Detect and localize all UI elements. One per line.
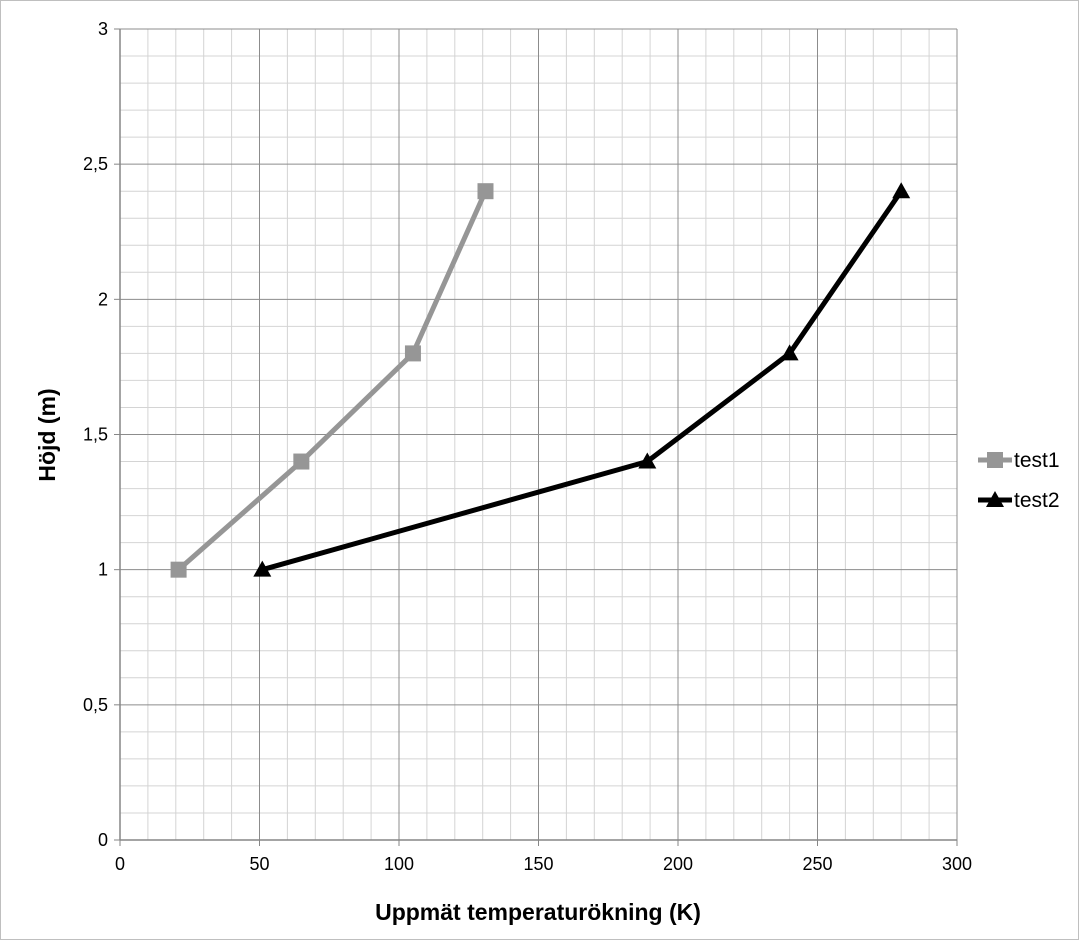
legend-swatch-marker <box>987 452 1003 468</box>
x-axis-title: Uppmät temperaturökning (K) <box>375 899 701 925</box>
y-tick-label: 0 <box>98 830 108 850</box>
x-tick-label: 250 <box>802 854 832 874</box>
data-point-test1 <box>477 183 494 200</box>
legend-item-test2: test2 <box>978 489 1060 512</box>
y-axis-title: Höjd (m) <box>34 388 60 481</box>
y-axis-tick-labels: 0 0,5 1 1,5 2 2,5 3 <box>83 19 108 850</box>
legend: test1 test2 <box>978 449 1060 512</box>
series-layer <box>170 182 911 578</box>
x-tick-label: 50 <box>249 854 269 874</box>
y-tick-label: 2,5 <box>83 154 108 174</box>
y-tick-label: 2 <box>98 289 108 309</box>
data-point-test2 <box>780 344 799 361</box>
x-axis-tick-labels: 0 50 100 150 200 250 300 <box>115 854 972 874</box>
data-point-test2 <box>892 182 911 199</box>
y-tick-label: 0,5 <box>83 695 108 715</box>
legend-swatch-marker <box>986 491 1004 507</box>
legend-label: test1 <box>1014 449 1060 472</box>
data-point-test1 <box>170 561 187 578</box>
series-test2 <box>253 182 911 577</box>
data-point-test2 <box>253 560 272 577</box>
major-gridlines <box>120 28 958 840</box>
y-tick-label: 1 <box>98 560 108 580</box>
y-tick-label: 3 <box>98 19 108 39</box>
x-tick-label: 0 <box>115 854 125 874</box>
x-tick-label: 150 <box>523 854 553 874</box>
x-tick-label: 200 <box>663 854 693 874</box>
legend-item-test1: test1 <box>978 449 1060 472</box>
x-tick-label: 100 <box>384 854 414 874</box>
series-test1 <box>170 183 494 578</box>
data-point-test1 <box>404 345 421 362</box>
legend-label: test2 <box>1014 489 1060 512</box>
data-point-test2 <box>638 452 657 469</box>
y-tick-label: 1,5 <box>83 425 108 445</box>
data-point-test1 <box>293 453 310 470</box>
x-tick-label: 300 <box>942 854 972 874</box>
axes <box>114 28 958 846</box>
series-line-test1 <box>176 190 488 572</box>
series-line-test2 <box>261 189 904 573</box>
